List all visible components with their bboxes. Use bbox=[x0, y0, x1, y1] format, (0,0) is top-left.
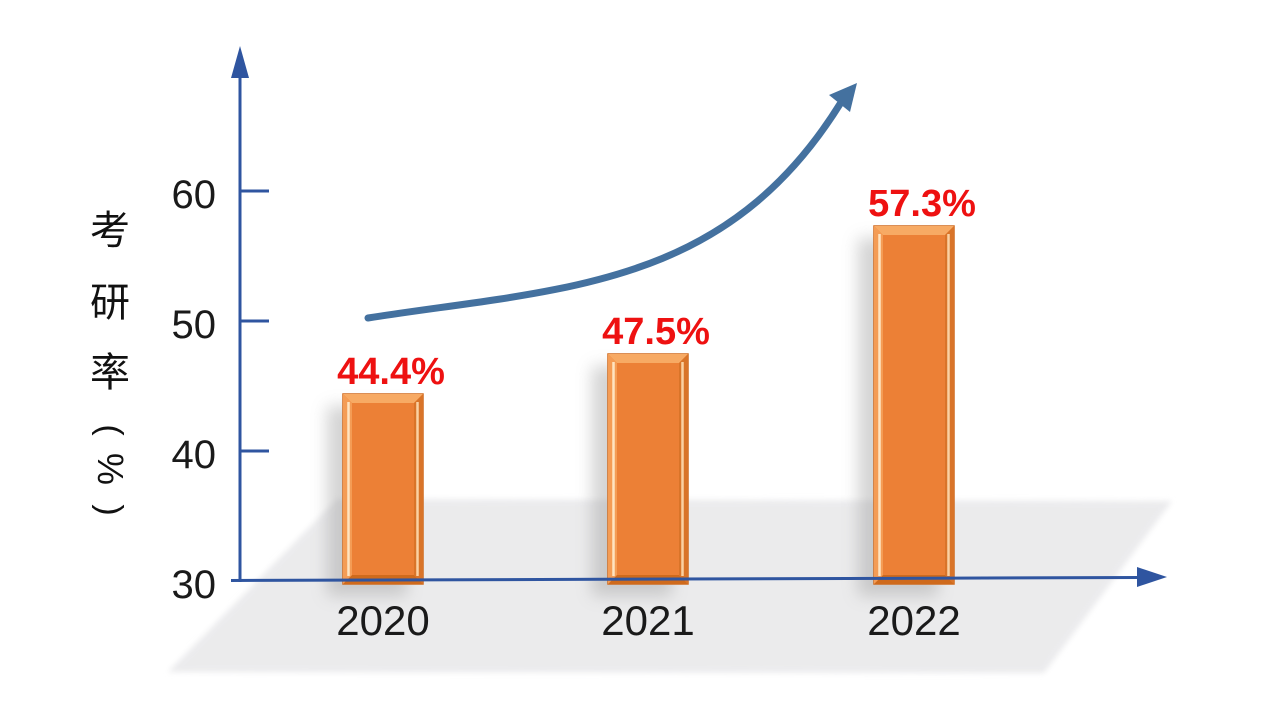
bar-bevel-top bbox=[874, 226, 954, 235]
y-axis-title-paren-close: ) bbox=[91, 504, 129, 516]
value-label-2020: 44.4% bbox=[337, 351, 445, 393]
value-label-2022: 57.3% bbox=[868, 183, 976, 225]
x-category-label-2022: 2022 bbox=[867, 597, 961, 644]
x-category-label-2020: 2020 bbox=[336, 597, 430, 644]
bar bbox=[873, 225, 955, 585]
y-axis-title-char: 研 bbox=[90, 281, 130, 325]
trend-arrowhead-icon bbox=[829, 83, 857, 112]
y-tick-label-40: 40 bbox=[171, 433, 217, 477]
trend-arrow-curve bbox=[364, 100, 844, 322]
bars-group bbox=[327, 225, 955, 596]
x-axis-line bbox=[230, 576, 1141, 582]
y-tick-label-50: 50 bbox=[171, 303, 217, 347]
bar-bevel-top bbox=[608, 354, 688, 363]
value-label-2021: 47.5% bbox=[602, 311, 710, 353]
y-tick-label-30: 30 bbox=[171, 563, 217, 607]
y-tick-label-60: 60 bbox=[171, 173, 217, 217]
y-axis-title-char: 率 bbox=[90, 351, 130, 395]
y-axis-arrowhead-icon bbox=[231, 46, 249, 78]
x-axis-arrowhead-icon bbox=[1137, 567, 1167, 587]
y-axis-title-char: 考 bbox=[90, 209, 130, 253]
bar bbox=[342, 393, 424, 585]
bar bbox=[607, 353, 689, 585]
x-category-label-2021: 2021 bbox=[601, 597, 695, 644]
bar-bevel-top bbox=[343, 394, 423, 403]
